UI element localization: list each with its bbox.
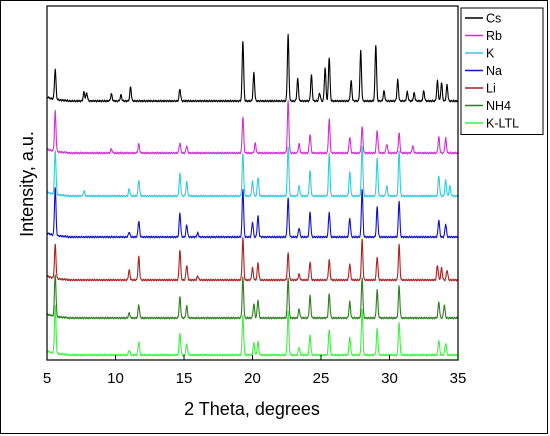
legend-label-cs: Cs (486, 12, 501, 26)
series-line-na (46, 187, 459, 239)
x-axis-label: 2 Theta, degrees (184, 399, 320, 419)
legend-label-k-ltl: K-LTL (486, 117, 519, 131)
legend-label-nh4: NH4 (486, 99, 511, 113)
series-line-nh4 (46, 274, 459, 320)
y-axis-label: Intensity, a.u. (17, 131, 37, 237)
x-tick-label-20: 20 (244, 370, 261, 387)
x-tick-label-15: 15 (176, 370, 193, 387)
legend-label-k: K (486, 47, 495, 61)
x-tick-label-5: 5 (43, 370, 51, 387)
series-line-li (46, 237, 459, 282)
series-line-cs (46, 33, 459, 103)
x-axis: 5 10 15 20 25 30 35 (43, 355, 467, 387)
legend-label-rb: Rb (486, 29, 502, 43)
x-tick-label-10: 10 (107, 370, 124, 387)
x-tick-label-25: 25 (313, 370, 330, 387)
legend-label-na: Na (486, 64, 502, 78)
series-line-k (46, 145, 459, 198)
traces-group (46, 33, 459, 357)
x-tick-label-35: 35 (450, 370, 467, 387)
legend: Cs Rb K Na Li NH4 K-LTL (460, 7, 544, 135)
legend-label-li: Li (486, 82, 496, 96)
series-line-rb (46, 100, 459, 155)
x-tick-label-30: 30 (381, 370, 398, 387)
